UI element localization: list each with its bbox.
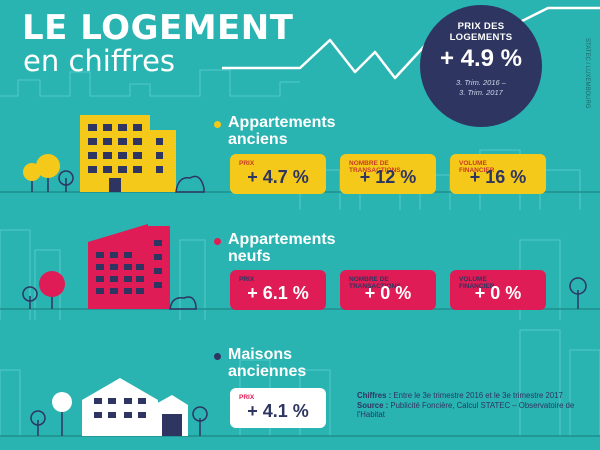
card-prix: PRIX + 6.1 % (230, 270, 326, 310)
building-yellow-icon (80, 115, 176, 192)
section-title-appartements-neufs: Appartements neufs (228, 231, 336, 265)
price-badge: PRIX DES LOGEMENTS + 4.9 % 3. Trim. 2016… (420, 5, 542, 127)
card-volume: VOLUME FINANCIER + 0 % (450, 270, 546, 310)
card-value: + 16 % (469, 167, 527, 187)
page-title: LE LOGEMENT (22, 8, 294, 48)
card-transactions: NOMBRE DE TRANSACTIONS + 12 % (340, 154, 436, 194)
tree-icon (23, 154, 74, 192)
card-value: + 12 % (359, 167, 417, 187)
card-value: + 0 % (364, 283, 412, 303)
notes-source: Source : Publicité Foncière, Calcul STAT… (357, 400, 575, 420)
card-value: + 4.7 % (247, 167, 309, 187)
section-dot (214, 238, 221, 245)
card-value: + 6.1 % (247, 283, 309, 303)
badge-value: + 4.9 % (439, 45, 523, 72)
notes: Chiffres : Entre le 3e trimestre 2016 et… (357, 391, 593, 420)
trend-line-icon (222, 6, 600, 80)
section-title-maisons-anciennes: Maisons anciennes (228, 346, 307, 380)
card-prix: PRIX + 4.7 % (230, 154, 326, 194)
card-volume: VOLUME FINANCIER + 16 % (450, 154, 546, 194)
badge-label: PRIX DES LOGEMENTS (449, 21, 513, 43)
building-red-icon (88, 224, 170, 309)
card-value: + 0 % (474, 283, 522, 303)
credit-text: STATEC / LUXEMBOURG (584, 38, 590, 109)
bush-icon (169, 296, 197, 310)
card-transactions: NOMBRE DE TRANSACTIONS + 0 % (340, 270, 436, 310)
card-value: + 4.1 % (247, 401, 309, 421)
section-title-appartements-anciens: Appartements anciens (228, 114, 336, 148)
card-prix: PRIX + 4.1 % (230, 388, 326, 428)
notes-chiffres: Chiffres : Entre le 3e trimestre 2016 et… (357, 391, 563, 400)
badge-period: 3. Trim. 2016 – 3. Trim. 2017 (456, 78, 506, 97)
tree-icon (30, 392, 208, 436)
bush-icon (175, 175, 205, 193)
tree-icon (22, 271, 587, 309)
page-subtitle: en chiffres (23, 44, 176, 78)
section-dot (214, 121, 221, 128)
house-white-icon (82, 378, 188, 436)
section-dot (214, 353, 221, 360)
